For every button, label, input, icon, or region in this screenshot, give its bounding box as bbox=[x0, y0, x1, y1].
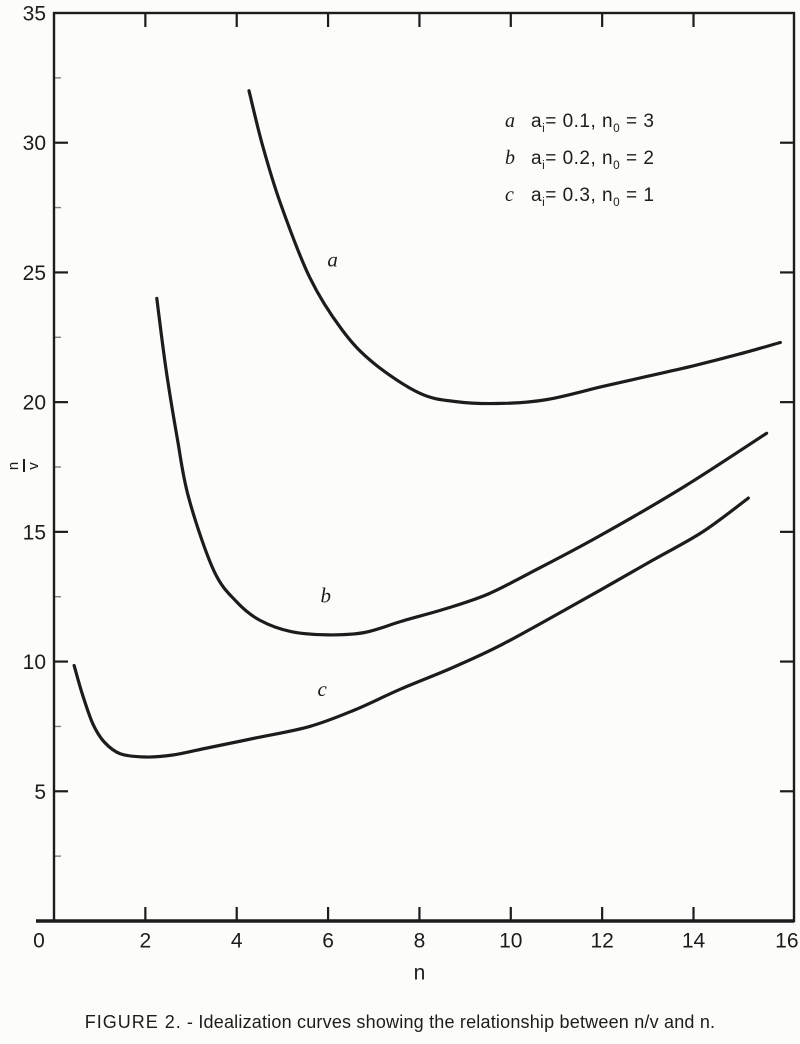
axis-ticks bbox=[54, 13, 794, 921]
curve-c bbox=[72, 496, 750, 759]
caption-text: Idealization curves showing the relation… bbox=[198, 1012, 716, 1032]
figure-caption: FIGURE 2. - Idealization curves showing … bbox=[0, 1012, 800, 1033]
y-axis-label: 5 bbox=[34, 781, 46, 804]
y-axis-title: n v bbox=[1, 444, 47, 488]
curve-label-b: b bbox=[321, 583, 332, 607]
y-axis-label: 20 bbox=[23, 392, 46, 415]
x-axis-title: n bbox=[414, 962, 426, 985]
x-axis-label: 12 bbox=[590, 930, 613, 953]
legend-equation: ai= 0.2, n0 = 2 bbox=[531, 148, 655, 172]
x-axis-label: 8 bbox=[414, 930, 426, 953]
y-axis-minor-ticks bbox=[54, 77, 61, 857]
x-axis-label: 6 bbox=[322, 930, 334, 953]
x-axis-label: 14 bbox=[682, 930, 706, 953]
x-axis-label: 10 bbox=[499, 930, 522, 953]
legend-item-b: b ai= 0.2, n0 = 2 bbox=[505, 147, 655, 172]
curve-a bbox=[247, 89, 782, 406]
x-axis-label: 16 bbox=[775, 930, 798, 953]
legend-equation: ai= 0.3, n0 = 1 bbox=[531, 185, 655, 209]
legend-curve-letter: b bbox=[505, 147, 516, 169]
legend-item-c: c ai= 0.3, n0 = 1 bbox=[505, 184, 655, 209]
legend-equation: ai= 0.1, n0 = 3 bbox=[531, 111, 655, 135]
curve-b bbox=[155, 296, 769, 637]
y-axis-label: 35 bbox=[23, 3, 46, 26]
y-axis-fraction-numerator: n bbox=[5, 461, 23, 471]
legend-curve-letter: a bbox=[505, 110, 516, 132]
x-axis-label: 0 bbox=[33, 930, 45, 953]
y-axis-fraction-denominator: v bbox=[25, 462, 42, 470]
y-axis-label: 30 bbox=[23, 132, 46, 155]
x-axis-label: 2 bbox=[140, 930, 152, 953]
legend-item-a: a ai= 0.1, n0 = 3 bbox=[505, 110, 655, 135]
legend-curve-letter: c bbox=[505, 184, 515, 206]
curve-label-a: a bbox=[327, 247, 338, 271]
y-axis-fraction: n v bbox=[5, 459, 42, 473]
y-axis-label: 25 bbox=[23, 262, 46, 285]
caption-figure-number: FIGURE 2. bbox=[84, 1012, 182, 1032]
legend: a ai= 0.1, n0 = 3 b ai= 0.2, n0 = 2 c ai= 0.3… bbox=[505, 111, 654, 222]
y-axis-label: 15 bbox=[23, 521, 46, 544]
x-axis-label: 4 bbox=[231, 930, 243, 953]
caption-separator: - bbox=[181, 1012, 199, 1032]
y-axis-label: 10 bbox=[23, 651, 46, 674]
plot-frame bbox=[52, 11, 796, 923]
curve-label-c: c bbox=[317, 677, 327, 701]
